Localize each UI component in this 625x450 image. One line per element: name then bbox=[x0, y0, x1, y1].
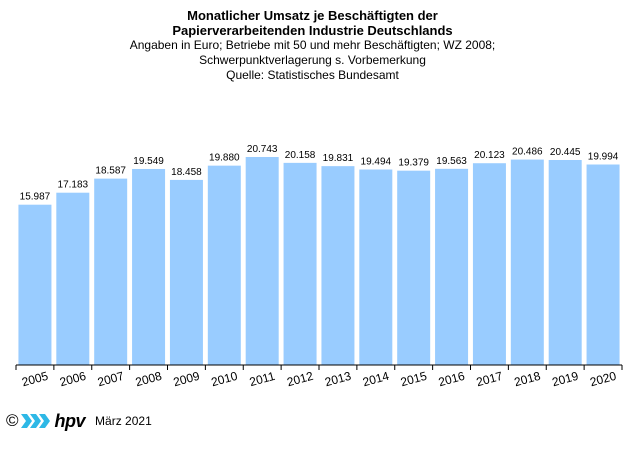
bar-2005 bbox=[18, 204, 52, 365]
copyright-symbol: © bbox=[6, 411, 19, 430]
x-tick-label-2016: 2016 bbox=[437, 369, 467, 390]
x-tick-label-2008: 2008 bbox=[134, 369, 164, 390]
x-tick-label-2014: 2014 bbox=[361, 369, 391, 390]
x-tick-label-2019: 2019 bbox=[550, 369, 580, 390]
data-label-2020: 19.994 bbox=[588, 152, 619, 163]
data-label-2009: 18.458 bbox=[171, 167, 202, 178]
logo-hpv: hpv bbox=[54, 411, 86, 431]
bar-2018 bbox=[510, 159, 544, 365]
data-label-2018: 20.486 bbox=[512, 147, 543, 158]
logo-chevrons-icon bbox=[20, 414, 50, 428]
data-label-2005: 15.987 bbox=[20, 192, 51, 203]
chart-subtitle-line-1: Angaben in Euro; Betriebe mit 50 und meh… bbox=[129, 38, 496, 52]
bar-2017 bbox=[472, 163, 506, 365]
chart-title-line-2: Papierverarbeitenden Industrie Deutschla… bbox=[172, 23, 453, 38]
x-tick-label-2005: 2005 bbox=[20, 369, 50, 390]
data-label-2017: 20.123 bbox=[474, 150, 505, 161]
bar-2016 bbox=[435, 168, 469, 365]
footer: © hpv März 2021 bbox=[6, 410, 152, 432]
x-tick-label-2007: 2007 bbox=[96, 369, 126, 390]
bar-2019 bbox=[548, 159, 582, 365]
data-label-2008: 19.549 bbox=[133, 156, 164, 167]
x-tick-label-2010: 2010 bbox=[210, 369, 240, 390]
data-label-2019: 20.445 bbox=[550, 147, 581, 158]
x-tick-label-2013: 2013 bbox=[323, 369, 353, 390]
chart-source-line: Quelle: Statistisches Bundesamt bbox=[226, 68, 399, 82]
chart-subtitle-line-2: Schwerpunktverlagerung s. Vorbemerkung bbox=[199, 53, 426, 67]
bar-2011 bbox=[245, 157, 279, 365]
x-tick-label-2009: 2009 bbox=[172, 369, 202, 390]
data-label-2010: 19.880 bbox=[209, 153, 240, 164]
bar-2020 bbox=[586, 164, 620, 365]
data-label-2011: 20.743 bbox=[247, 144, 278, 155]
bar-2008 bbox=[132, 168, 166, 365]
bar-2009 bbox=[169, 179, 203, 365]
x-tick-label-2017: 2017 bbox=[475, 369, 505, 390]
x-tick-label-2015: 2015 bbox=[399, 369, 429, 390]
data-label-2012: 20.158 bbox=[285, 150, 316, 161]
chart-title-line-1: Monatlicher Umsatz je Beschäftigten der bbox=[187, 8, 438, 23]
bar-2012 bbox=[283, 162, 317, 365]
x-tick-label-2011: 2011 bbox=[248, 369, 277, 389]
bar-2007 bbox=[94, 178, 128, 365]
chart-header: Monatlicher Umsatz je Beschäftigten der … bbox=[0, 8, 625, 83]
bar-2014 bbox=[359, 169, 393, 365]
bar-2015 bbox=[397, 170, 431, 365]
x-tick-label-2006: 2006 bbox=[58, 369, 88, 390]
publication-date: März 2021 bbox=[95, 414, 152, 428]
data-label-2007: 18.587 bbox=[95, 166, 126, 177]
x-tick-label-2020: 2020 bbox=[588, 369, 618, 390]
bar-2010 bbox=[207, 165, 241, 365]
data-label-2014: 19.494 bbox=[361, 157, 392, 168]
data-label-2013: 19.831 bbox=[323, 153, 354, 164]
data-label-2016: 19.563 bbox=[436, 156, 467, 167]
data-label-2006: 17.183 bbox=[58, 180, 89, 191]
bar-2006 bbox=[56, 192, 90, 365]
x-tick-label-2018: 2018 bbox=[513, 369, 543, 390]
x-tick-label-2012: 2012 bbox=[285, 369, 315, 390]
bar-2013 bbox=[321, 166, 355, 365]
data-label-2015: 19.379 bbox=[398, 158, 429, 169]
